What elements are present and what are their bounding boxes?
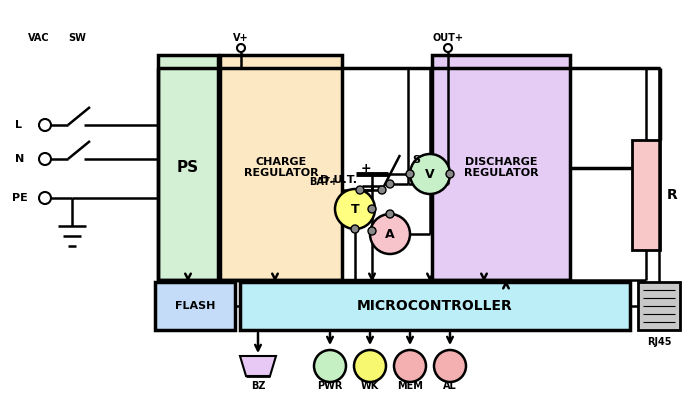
Text: PS: PS	[177, 160, 199, 175]
Circle shape	[356, 186, 364, 194]
Text: CHARGE
REGULATOR: CHARGE REGULATOR	[244, 157, 318, 178]
Text: N: N	[15, 154, 24, 164]
Circle shape	[394, 350, 426, 382]
Bar	[638, 282, 680, 330]
Circle shape	[386, 210, 394, 218]
Circle shape	[39, 153, 51, 165]
Text: DISCHARGE
REGULATOR: DISCHARGE REGULATOR	[463, 157, 538, 178]
Text: BZ: BZ	[251, 381, 265, 391]
Text: MEM: MEM	[397, 381, 423, 391]
Circle shape	[406, 170, 414, 178]
Bar	[155, 282, 235, 330]
Circle shape	[368, 205, 376, 213]
Text: OUT+: OUT+	[433, 33, 463, 43]
Polygon shape	[240, 356, 276, 376]
Circle shape	[351, 225, 359, 233]
Text: L: L	[15, 120, 22, 130]
Text: PE: PE	[12, 193, 28, 203]
Bar	[158, 55, 218, 280]
Text: V+: V+	[233, 33, 248, 43]
Circle shape	[444, 44, 452, 52]
Circle shape	[410, 154, 450, 194]
Circle shape	[314, 350, 346, 382]
Text: D.U.T.: D.U.T.	[320, 175, 357, 185]
Text: MICROCONTROLLER: MICROCONTROLLER	[357, 299, 513, 313]
Circle shape	[386, 180, 394, 188]
Circle shape	[370, 214, 410, 254]
Circle shape	[335, 189, 375, 229]
Text: FLASH: FLASH	[175, 301, 215, 311]
Text: VAC: VAC	[28, 33, 50, 43]
Circle shape	[434, 350, 466, 382]
Bar	[220, 55, 342, 280]
Text: S: S	[412, 155, 420, 165]
Circle shape	[237, 44, 245, 52]
Text: WK: WK	[361, 381, 379, 391]
Circle shape	[354, 350, 386, 382]
Text: SW: SW	[68, 33, 86, 43]
Text: +: +	[360, 162, 371, 175]
Bar	[240, 282, 630, 330]
Bar	[632, 140, 660, 250]
Circle shape	[39, 119, 51, 131]
Circle shape	[39, 192, 51, 204]
Circle shape	[368, 227, 376, 235]
Text: A: A	[385, 227, 395, 240]
Bar	[432, 55, 570, 280]
Circle shape	[378, 186, 386, 194]
Circle shape	[446, 170, 454, 178]
Text: V: V	[425, 167, 435, 180]
Text: PWR: PWR	[317, 381, 343, 391]
Text: BAT+: BAT+	[309, 177, 338, 187]
Text: AL: AL	[443, 381, 457, 391]
Text: R: R	[666, 188, 678, 202]
Text: T: T	[351, 203, 359, 216]
Text: RJ45: RJ45	[647, 337, 671, 347]
